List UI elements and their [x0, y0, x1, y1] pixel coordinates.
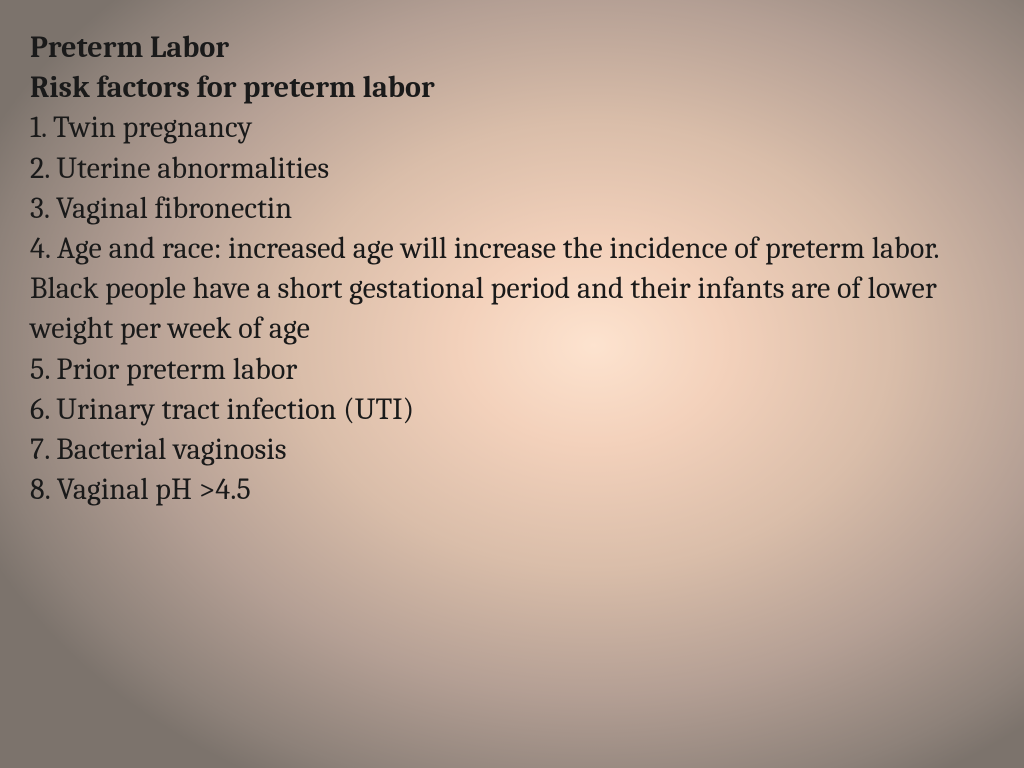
list-item: 6. Urinary tract infection (UTI)	[30, 390, 994, 430]
list-item: 1. Twin pregnancy	[30, 108, 994, 148]
list-item: 3. Vaginal fibronectin	[30, 189, 994, 229]
slide-title: Preterm Labor	[30, 28, 994, 68]
list-item: 8. Vaginal pH >4.5	[30, 470, 994, 510]
list-item: 2. Uterine abnormalities	[30, 149, 994, 189]
list-item: 7. Bacterial vaginosis	[30, 430, 994, 470]
list-item: 5. Prior preterm labor	[30, 350, 994, 390]
slide: Preterm Labor Risk factors for preterm l…	[0, 0, 1024, 768]
slide-subtitle: Risk factors for preterm labor	[30, 68, 994, 108]
list-item: 4. Age and race: increased age will incr…	[30, 229, 994, 350]
